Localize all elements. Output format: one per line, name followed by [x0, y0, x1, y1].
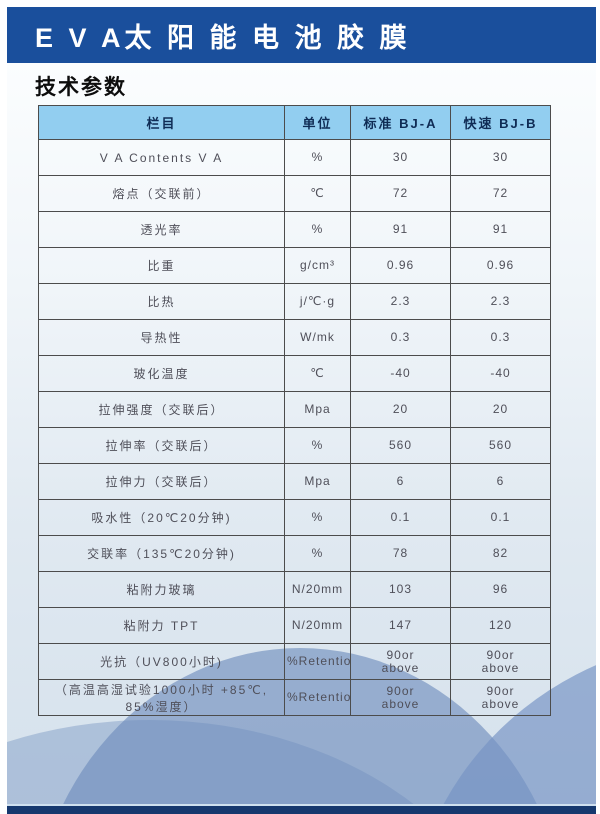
param-name: 熔点（交联前） [38, 175, 285, 212]
table-header-row: 栏目 单位 标准 BJ-A 快速 BJ-B [38, 105, 551, 140]
param-std-value: 78 [350, 535, 451, 572]
param-unit: % [284, 427, 351, 464]
param-name: 拉伸率（交联后） [38, 427, 285, 464]
param-unit: j/℃·g [284, 283, 351, 320]
table-row: V A Contents V A % 30 30 [38, 139, 551, 176]
param-std-value: 90or above [350, 643, 451, 680]
param-unit: % [284, 535, 351, 572]
param-fast-value: 6 [450, 463, 551, 500]
param-std-value: 0.1 [350, 499, 451, 536]
param-unit: % [284, 499, 351, 536]
bottom-navy-strip [7, 806, 596, 814]
bottom-accent-line [7, 804, 596, 806]
param-fast-value: 90or above [450, 679, 551, 716]
param-fast-value: 120 [450, 607, 551, 644]
table-row: 交联率（135℃20分钟) % 78 82 [38, 535, 551, 572]
param-fast-value: -40 [450, 355, 551, 392]
param-fast-value: 82 [450, 535, 551, 572]
param-std-value: 0.96 [350, 247, 451, 284]
table-row: 导热性 W/mk 0.3 0.3 [38, 319, 551, 356]
param-fast-value: 90or above [450, 643, 551, 680]
param-std-value: 2.3 [350, 283, 451, 320]
param-name: 拉伸强度（交联后） [38, 391, 285, 428]
param-fast-value: 0.1 [450, 499, 551, 536]
section-title: 技术参数 [35, 76, 127, 99]
col-header-fast: 快速 BJ-B [450, 105, 551, 140]
table-row: 熔点（交联前） ℃ 72 72 [38, 175, 551, 212]
param-unit: %Retention [284, 643, 351, 680]
param-std-value: -40 [350, 355, 451, 392]
table-row: 拉伸力（交联后） Mpa 6 6 [38, 463, 551, 500]
table-row: 拉伸强度（交联后） Mpa 20 20 [38, 391, 551, 428]
col-header-standard: 标准 BJ-A [350, 105, 451, 140]
param-name: 吸水性（20℃20分钟) [38, 499, 285, 536]
param-fast-value: 96 [450, 571, 551, 608]
content-area: 技术参数 栏目 单位 标准 BJ-A 快速 BJ-B V A Contents … [7, 63, 596, 814]
table-row: 比重 g/cm³ 0.96 0.96 [38, 247, 551, 284]
param-name: 交联率（135℃20分钟) [38, 535, 285, 572]
param-unit: Mpa [284, 463, 351, 500]
page-title: E V A太 阳 能 电 池 胶 膜 [35, 22, 411, 53]
param-std-value: 20 [350, 391, 451, 428]
param-fast-value: 2.3 [450, 283, 551, 320]
param-fast-value: 0.3 [450, 319, 551, 356]
col-header-item: 栏目 [38, 105, 285, 140]
param-name: 比重 [38, 247, 285, 284]
param-unit: % [284, 211, 351, 248]
param-fast-value: 30 [450, 139, 551, 176]
spec-table: 栏目 单位 标准 BJ-A 快速 BJ-B V A Contents V A %… [38, 105, 551, 716]
param-fast-value: 0.96 [450, 247, 551, 284]
param-std-value: 90or above [350, 679, 451, 716]
param-unit: ℃ [284, 175, 351, 212]
param-unit: ℃ [284, 355, 351, 392]
param-fast-value: 72 [450, 175, 551, 212]
param-unit: %Retention [284, 679, 351, 716]
table-row: 粘附力 TPT N/20mm 147 120 [38, 607, 551, 644]
param-unit: W/mk [284, 319, 351, 356]
param-name: 透光率 [38, 211, 285, 248]
table-row: 粘附力玻璃 N/20mm 103 96 [38, 571, 551, 608]
col-header-unit: 单位 [284, 105, 351, 140]
param-std-value: 147 [350, 607, 451, 644]
param-unit: Mpa [284, 391, 351, 428]
table-row: 拉伸率（交联后） % 560 560 [38, 427, 551, 464]
param-name: V A Contents V A [38, 139, 285, 176]
param-fast-value: 91 [450, 211, 551, 248]
param-name: （高温高湿试验1000小时 +85℃, 85%湿度） [38, 679, 285, 716]
param-std-value: 30 [350, 139, 451, 176]
table-row: 光抗（UV800小时) %Retention 90or above 90or a… [38, 643, 551, 680]
param-unit: % [284, 139, 351, 176]
param-unit: N/20mm [284, 571, 351, 608]
param-name: 玻化温度 [38, 355, 285, 392]
param-name: 导热性 [38, 319, 285, 356]
header-bar: E V A太 阳 能 电 池 胶 膜 [7, 7, 596, 63]
param-fast-value: 560 [450, 427, 551, 464]
table-row: 透光率 % 91 91 [38, 211, 551, 248]
param-name: 粘附力 TPT [38, 607, 285, 644]
param-std-value: 103 [350, 571, 451, 608]
param-unit: g/cm³ [284, 247, 351, 284]
param-std-value: 0.3 [350, 319, 451, 356]
param-std-value: 91 [350, 211, 451, 248]
table-row: 玻化温度 ℃ -40 -40 [38, 355, 551, 392]
param-unit: N/20mm [284, 607, 351, 644]
param-name: 粘附力玻璃 [38, 571, 285, 608]
param-std-value: 72 [350, 175, 451, 212]
param-std-value: 6 [350, 463, 451, 500]
param-fast-value: 20 [450, 391, 551, 428]
param-name: 比热 [38, 283, 285, 320]
param-std-value: 560 [350, 427, 451, 464]
table-row: 比热 j/℃·g 2.3 2.3 [38, 283, 551, 320]
param-name: 拉伸力（交联后） [38, 463, 285, 500]
table-row: 吸水性（20℃20分钟) % 0.1 0.1 [38, 499, 551, 536]
table-row: （高温高湿试验1000小时 +85℃, 85%湿度） %Retention 90… [38, 679, 551, 716]
param-name: 光抗（UV800小时) [38, 643, 285, 680]
